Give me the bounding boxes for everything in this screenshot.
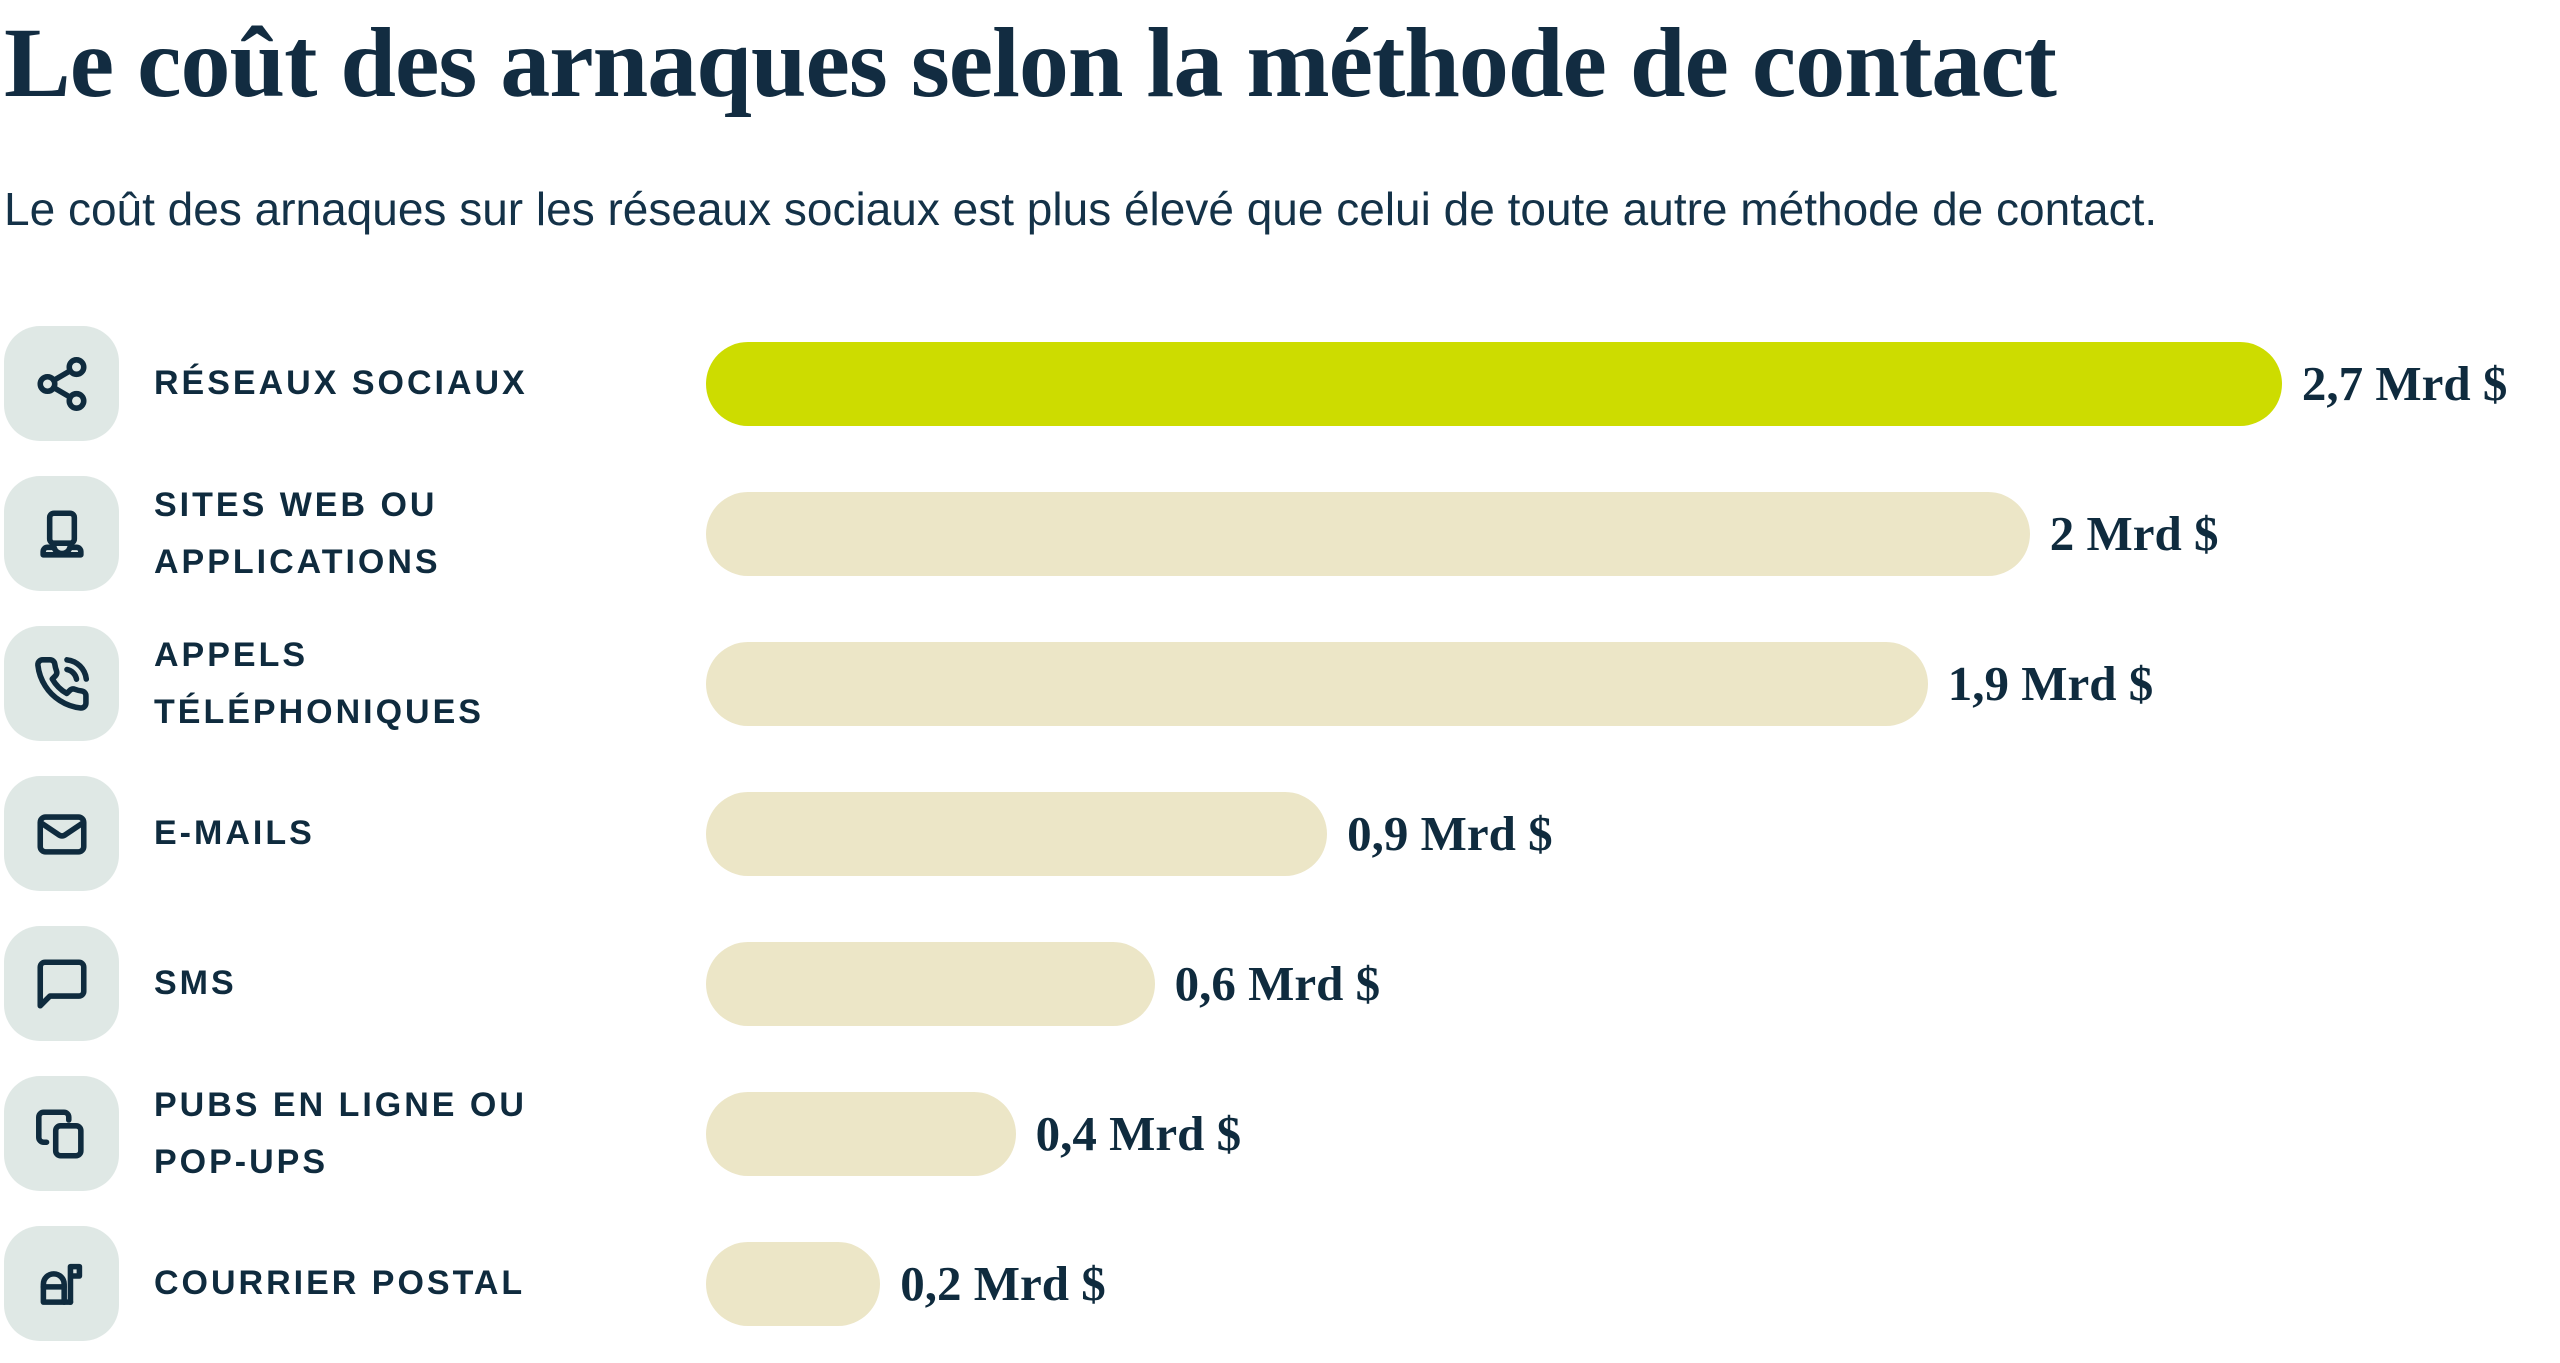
bar-segment [706, 491, 2030, 576]
bar-track: 2 Mrd $ [706, 491, 2560, 576]
bar-track: 2,7 Mrd $ [706, 341, 2560, 426]
value-label: 0,6 Mrd $ [1174, 956, 1381, 1011]
mailbox-icon [40, 1263, 82, 1305]
category-label: COURRIER POSTAL [154, 1264, 526, 1302]
chart-row-reseaux-sociaux: RÉSEAUX SOCIAUX 2,7 Mrd $ [4, 326, 2560, 441]
value-label: 2,7 Mrd $ [2301, 356, 2508, 411]
icon-tile [4, 776, 119, 891]
bar-track: 0,4 Mrd $ [706, 1091, 2560, 1176]
value-label: 0,4 Mrd $ [1035, 1106, 1242, 1161]
bar-chart: RÉSEAUX SOCIAUX 2,7 Mrd $ SITES WEB OU A… [4, 326, 2560, 1341]
icon-tile [4, 926, 119, 1041]
chart-row-pubs: PUBS EN LIGNE OU POP-UPS 0,4 Mrd $ [4, 1076, 2560, 1191]
category-label: SMS [154, 964, 237, 1002]
icon-tile [4, 326, 119, 441]
share-icon [36, 356, 87, 411]
page-subtitle: Le coût des arnaques sur les réseaux soc… [4, 183, 2158, 235]
phone-call-icon [34, 656, 89, 711]
chart-row-sms: SMS 0,6 Mrd $ [4, 926, 2560, 1041]
value-label: 2 Mrd $ [2049, 506, 2219, 561]
bar-segment [706, 1241, 881, 1326]
chart-row-courrier: COURRIER POSTAL 0,2 Mrd $ [4, 1226, 2560, 1341]
laptop-icon [39, 509, 84, 558]
icon-tile [4, 476, 119, 591]
bar-track: 0,9 Mrd $ [706, 791, 2560, 876]
bar-track: 0,6 Mrd $ [706, 941, 2560, 1026]
icon-tile [4, 1076, 119, 1191]
chart-row-appels: APPELS TÉLÉPHONIQUES 1,9 Mrd $ [4, 626, 2560, 741]
chart-row-emails: E-MAILS 0,9 Mrd $ [4, 776, 2560, 891]
bar-track: 1,9 Mrd $ [706, 641, 2560, 726]
category-label: SITES WEB OU APPLICATIONS [154, 485, 441, 581]
page-title: Le coût des arnaques selon la méthode de… [4, 7, 2057, 118]
message-bubble-icon [36, 958, 87, 1009]
category-label: RÉSEAUX SOCIAUX [154, 364, 528, 402]
value-label: 0,2 Mrd $ [900, 1256, 1106, 1311]
value-label: 1,9 Mrd $ [1947, 656, 2154, 711]
bar-track: 0,2 Mrd $ [706, 1241, 2560, 1326]
category-label: APPELS TÉLÉPHONIQUES [154, 635, 484, 731]
category-label: E-MAILS [154, 814, 315, 852]
icon-tile [4, 1226, 119, 1341]
icon-tile [4, 626, 119, 741]
bar-segment [706, 941, 1155, 1026]
value-label: 0,9 Mrd $ [1347, 806, 1553, 861]
category-label: PUBS EN LIGNE OU POP-UPS [154, 1085, 527, 1181]
copy-windows-icon [35, 1108, 84, 1159]
chart-row-sites-web: SITES WEB OU APPLICATIONS 2 Mrd $ [4, 476, 2560, 591]
mail-icon [36, 813, 87, 855]
bar-segment [706, 341, 2282, 426]
bar-segment [706, 1091, 1016, 1176]
bar-segment [706, 641, 1928, 726]
bar-segment [706, 791, 1328, 876]
